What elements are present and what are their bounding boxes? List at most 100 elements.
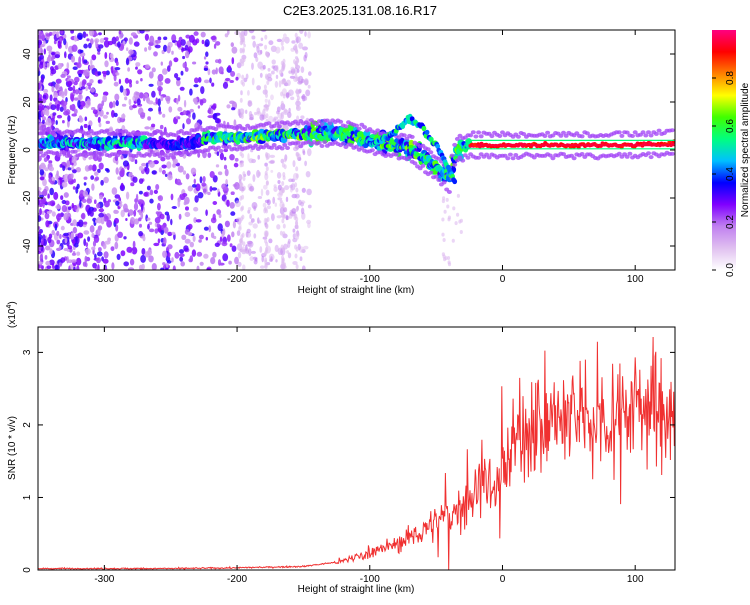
trace-point: [424, 129, 430, 135]
noise-point: [217, 171, 223, 176]
noise-point: [282, 37, 285, 43]
trace-point: [393, 152, 399, 157]
noise-point: [248, 248, 252, 257]
trace-point: [441, 180, 447, 185]
noise-point: [90, 58, 93, 66]
trace-point: [101, 149, 107, 154]
noise-point: [288, 89, 294, 96]
noise-point: [52, 112, 57, 116]
noise-point: [267, 67, 271, 72]
noise-point: [91, 164, 97, 172]
noise-point: [294, 182, 298, 188]
noise-point: [73, 35, 78, 42]
noise-point: [302, 46, 308, 51]
noise-point: [72, 66, 78, 70]
noise-point: [265, 189, 270, 196]
noise-point: [270, 256, 273, 262]
noise-point: [82, 261, 87, 267]
noise-point: [75, 257, 82, 266]
noise-point: [178, 249, 185, 254]
noise-point: [225, 77, 231, 82]
noise-point: [250, 218, 255, 223]
noise-point: [282, 124, 286, 130]
noise-point: [100, 179, 104, 186]
noise-point: [140, 78, 143, 82]
trace-point: [476, 155, 482, 160]
noise-point: [166, 45, 171, 54]
noise-point: [459, 230, 463, 234]
noise-point: [266, 80, 270, 86]
noise-point: [92, 248, 95, 255]
noise-point: [278, 80, 282, 88]
noise-point: [295, 264, 299, 270]
noise-point: [39, 61, 44, 65]
noise-point: [62, 165, 66, 172]
noise-point: [58, 262, 63, 267]
noise-point: [76, 265, 80, 270]
noise-point: [204, 39, 210, 47]
trace-point: [316, 119, 322, 124]
noise-point: [71, 156, 77, 164]
noise-point: [241, 47, 245, 53]
trace-point: [478, 134, 484, 139]
noise-point: [290, 183, 296, 191]
noise-point: [219, 152, 224, 161]
noise-point: [103, 91, 109, 96]
noise-point: [145, 162, 149, 168]
noise-point: [203, 67, 208, 71]
noise-point: [265, 106, 269, 112]
noise-point: [51, 123, 54, 130]
colorbar-tick-label: 0.2: [725, 215, 736, 229]
trace-point: [404, 136, 410, 141]
noise-point: [224, 168, 229, 177]
noise-point: [282, 93, 286, 99]
noise-point: [303, 54, 307, 62]
noise-point: [193, 178, 196, 184]
noise-point: [158, 88, 162, 96]
noise-point: [40, 197, 47, 204]
noise-point: [182, 110, 187, 116]
noise-point: [160, 214, 165, 220]
noise-point: [149, 189, 154, 196]
noise-point: [226, 104, 231, 109]
trace-point: [452, 178, 458, 185]
noise-point: [241, 162, 244, 168]
noise-point: [265, 51, 269, 57]
noise-point: [251, 250, 256, 254]
noise-point: [91, 233, 95, 238]
noise-point: [265, 180, 269, 186]
trace-point: [165, 155, 171, 160]
noise-point: [212, 201, 218, 205]
noise-point: [271, 65, 275, 69]
noise-point: [38, 226, 41, 230]
noise-point: [40, 76, 45, 83]
noise-point: [148, 71, 154, 79]
trace-point: [354, 123, 359, 128]
trace-point: [375, 128, 381, 133]
noise-point: [38, 186, 42, 191]
noise-point: [162, 113, 166, 118]
noise-point: [172, 265, 176, 270]
noise-point: [270, 94, 274, 101]
noise-point: [97, 51, 101, 55]
trace-point: [542, 134, 548, 138]
noise-point: [49, 94, 53, 102]
noise-point: [294, 253, 298, 259]
noise-point: [104, 200, 110, 208]
noise-point: [188, 113, 191, 118]
noise-point: [187, 223, 193, 230]
noise-point: [62, 100, 68, 106]
noise-point: [130, 217, 135, 225]
noise-point: [91, 54, 97, 61]
noise-point: [49, 187, 54, 196]
trace-point: [343, 124, 349, 129]
noise-point: [60, 30, 64, 35]
noise-point: [80, 86, 86, 90]
noise-point: [104, 60, 109, 68]
noise-point: [264, 44, 268, 50]
noise-point: [177, 106, 183, 112]
noise-point: [126, 246, 133, 253]
noise-point: [120, 167, 125, 175]
noise-point: [73, 97, 79, 101]
